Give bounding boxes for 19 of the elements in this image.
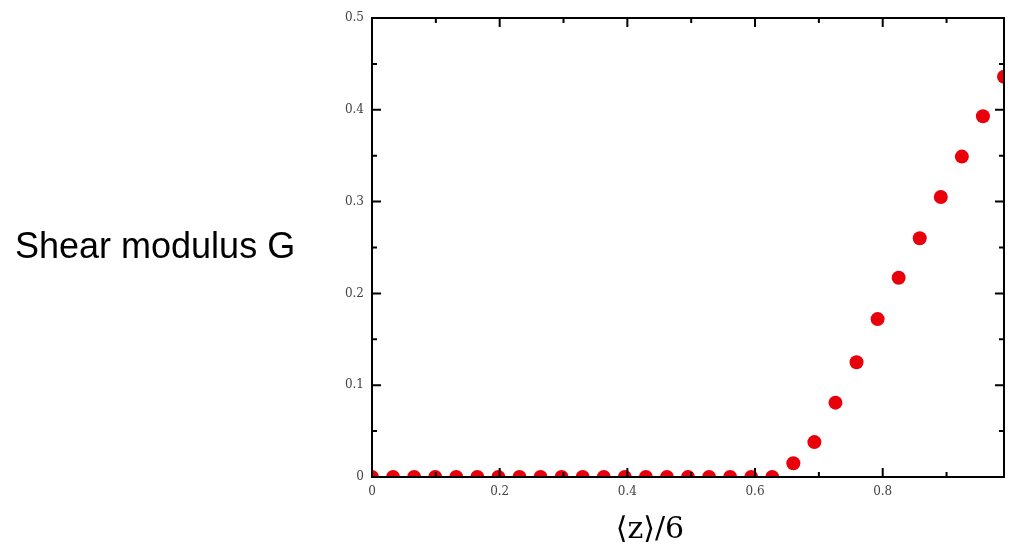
y-tick-label: 0.4 xyxy=(344,101,365,116)
point xyxy=(912,231,927,246)
y-tick-label: 0 xyxy=(356,469,364,484)
point xyxy=(891,270,906,285)
point xyxy=(870,312,885,327)
x-tick-label: 0.8 xyxy=(873,484,893,499)
point xyxy=(933,190,948,205)
x-tick-label: 0.6 xyxy=(745,484,765,499)
y-tick-label: 0.3 xyxy=(344,193,364,208)
y-tick-label: 0.5 xyxy=(344,10,364,25)
y-tick-label: 0.2 xyxy=(344,285,364,300)
point xyxy=(975,109,990,124)
x-tick-label: 0.2 xyxy=(490,484,510,499)
point xyxy=(954,149,969,164)
x-axis-title: ⟨z⟩/6 xyxy=(614,510,686,545)
x-tick-label: 0 xyxy=(368,484,376,499)
y-axis-title: Shear modulus G xyxy=(15,225,296,267)
x-tick-label: 0.4 xyxy=(617,484,638,499)
y-tick-label: 0.1 xyxy=(344,377,364,392)
